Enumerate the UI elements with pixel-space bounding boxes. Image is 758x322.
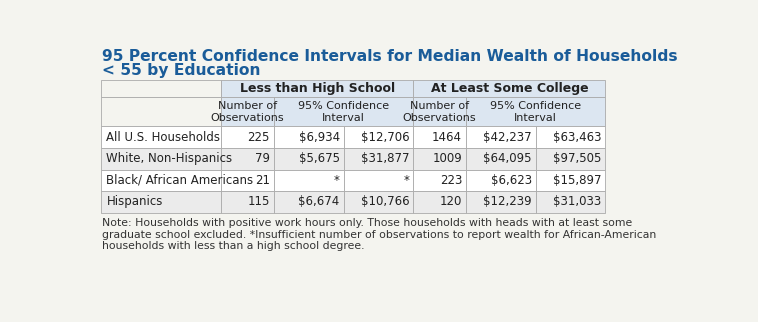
Text: $97,505: $97,505 (553, 152, 602, 165)
Text: $6,934: $6,934 (299, 131, 340, 144)
Text: $12,706: $12,706 (361, 131, 409, 144)
Text: 21: 21 (255, 174, 270, 187)
Text: < 55 by Education: < 55 by Education (102, 62, 261, 78)
Text: At Least Some College: At Least Some College (431, 82, 588, 95)
Bar (343, 191, 413, 213)
Text: 120: 120 (440, 195, 462, 208)
Bar (101, 97, 221, 127)
Bar (466, 97, 606, 127)
Bar (101, 80, 221, 97)
Bar (274, 148, 343, 170)
Text: $5,675: $5,675 (299, 152, 340, 165)
Text: $31,033: $31,033 (553, 195, 602, 208)
Bar (274, 97, 413, 127)
Text: Less than High School: Less than High School (240, 82, 395, 95)
Bar (536, 191, 606, 213)
Text: $10,766: $10,766 (361, 195, 409, 208)
Text: White, Non-Hispanics: White, Non-Hispanics (106, 152, 233, 165)
Bar (101, 191, 221, 213)
Bar (221, 148, 274, 170)
Text: Black/ African Americans: Black/ African Americans (106, 174, 253, 187)
Bar (221, 97, 274, 127)
Text: All U.S. Households: All U.S. Households (106, 131, 221, 144)
Bar (343, 170, 413, 191)
Bar (413, 97, 466, 127)
Bar (274, 170, 343, 191)
Bar (413, 191, 466, 213)
Bar (466, 127, 536, 148)
Text: *: * (334, 174, 340, 187)
Bar (221, 127, 274, 148)
Text: $15,897: $15,897 (553, 174, 602, 187)
Text: 1009: 1009 (432, 152, 462, 165)
Bar (413, 148, 466, 170)
Text: 95% Confidence
Interval: 95% Confidence Interval (298, 101, 389, 123)
Text: 79: 79 (255, 152, 270, 165)
Text: 95 Percent Confidence Intervals for Median Wealth of Households: 95 Percent Confidence Intervals for Medi… (102, 49, 678, 64)
Text: 225: 225 (248, 131, 270, 144)
Bar (413, 127, 466, 148)
Text: 223: 223 (440, 174, 462, 187)
Bar (274, 127, 343, 148)
Text: *: * (403, 174, 409, 187)
Bar (413, 80, 606, 97)
Text: 1464: 1464 (432, 131, 462, 144)
Bar (466, 170, 536, 191)
Text: Number of
Observations: Number of Observations (211, 101, 284, 123)
Bar (101, 127, 221, 148)
Text: $6,623: $6,623 (490, 174, 532, 187)
Text: 95% Confidence
Interval: 95% Confidence Interval (490, 101, 581, 123)
Bar (536, 127, 606, 148)
Text: $64,095: $64,095 (484, 152, 532, 165)
Text: Hispanics: Hispanics (106, 195, 163, 208)
Text: $6,674: $6,674 (299, 195, 340, 208)
Text: $12,239: $12,239 (484, 195, 532, 208)
Bar (536, 170, 606, 191)
Bar (221, 80, 413, 97)
Text: $42,237: $42,237 (484, 131, 532, 144)
Bar (101, 170, 221, 191)
Bar (343, 148, 413, 170)
Bar (274, 191, 343, 213)
Bar (536, 148, 606, 170)
Bar (101, 148, 221, 170)
Text: $63,463: $63,463 (553, 131, 602, 144)
Text: Number of
Observations: Number of Observations (402, 101, 477, 123)
Bar (413, 170, 466, 191)
Bar (343, 127, 413, 148)
Bar (221, 170, 274, 191)
Bar (221, 191, 274, 213)
Text: 115: 115 (248, 195, 270, 208)
Text: Note: Households with positive work hours only. Those households with heads with: Note: Households with positive work hour… (102, 218, 656, 251)
Bar (466, 191, 536, 213)
Text: $31,877: $31,877 (361, 152, 409, 165)
Bar (466, 148, 536, 170)
